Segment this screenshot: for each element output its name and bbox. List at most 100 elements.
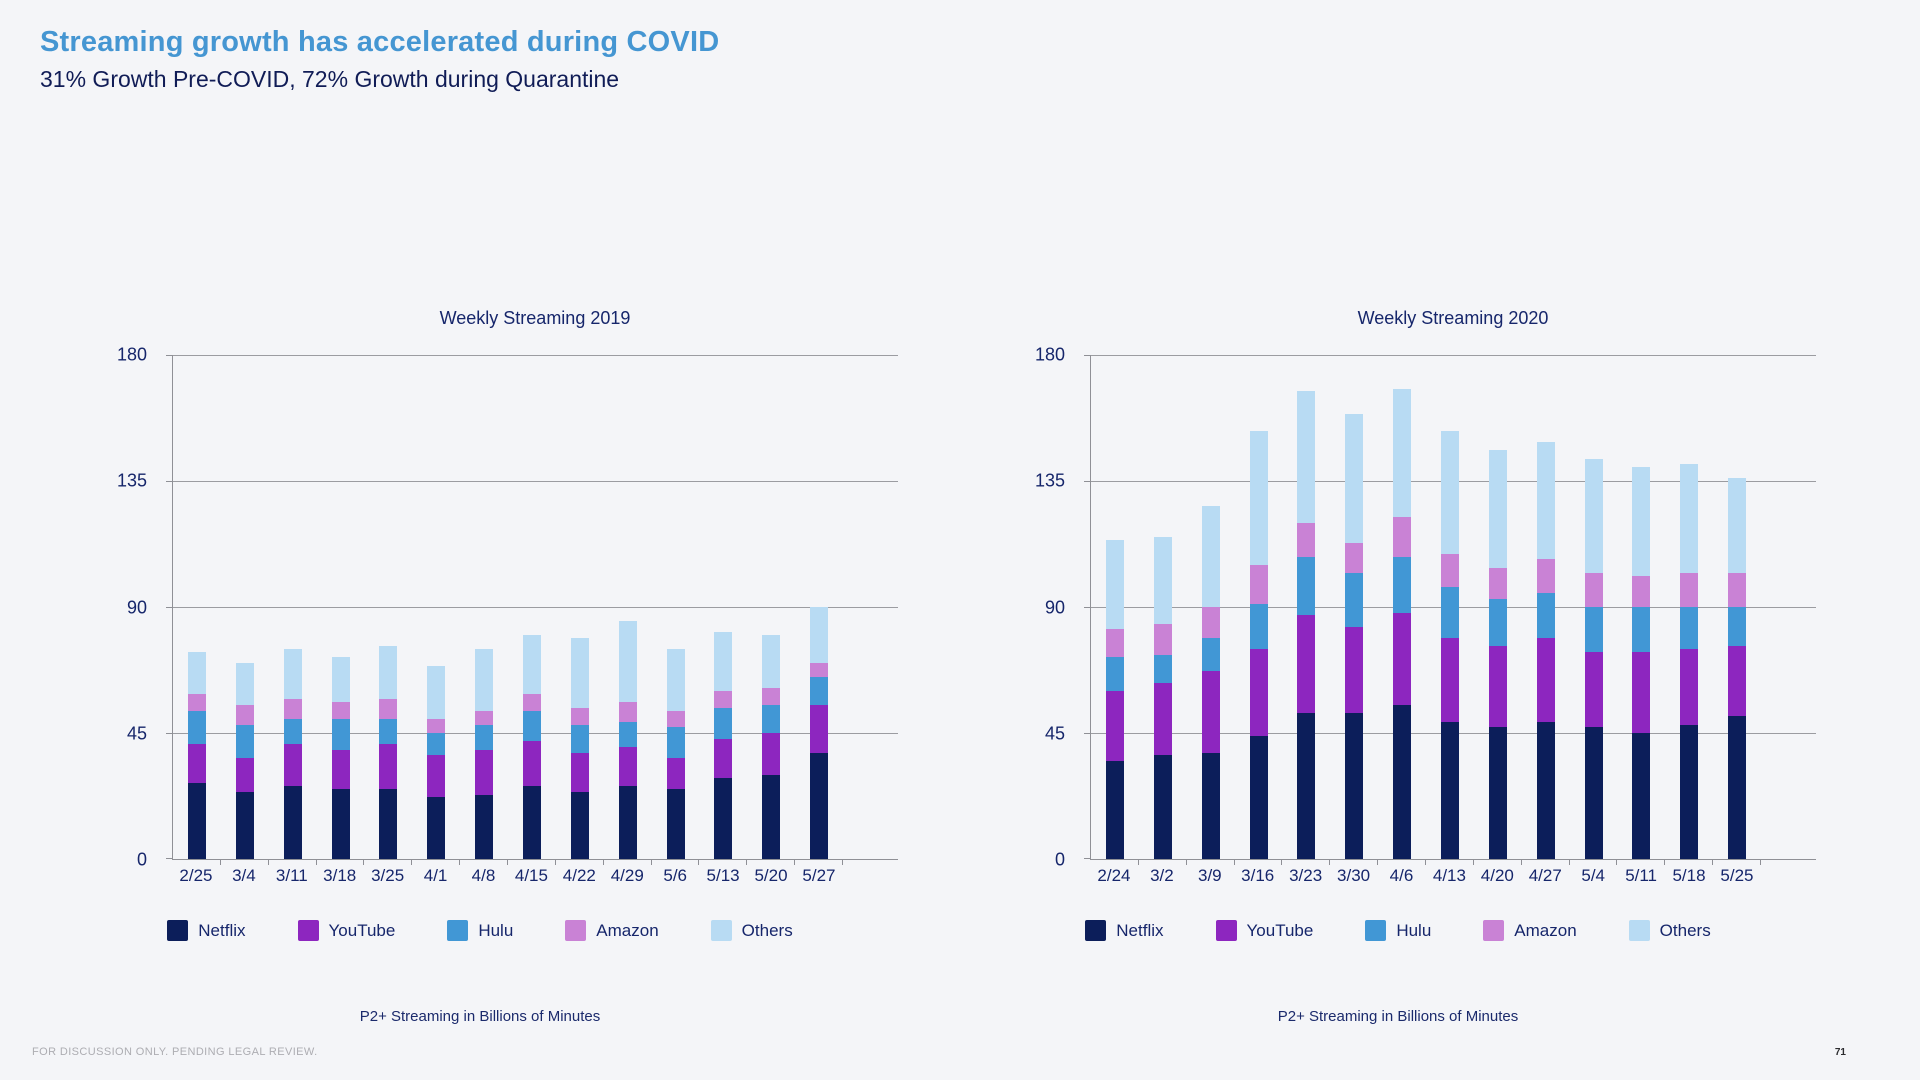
x-axis-tick-label: 3/25: [371, 866, 405, 885]
bar-segment-netflix: [1297, 713, 1316, 859]
stacked-bar-4/15: [522, 355, 541, 859]
bar-segment-amazon: [1728, 573, 1747, 608]
legend-swatch-hulu: [1365, 920, 1387, 941]
bar-segment-others: [618, 621, 637, 703]
bar-slot-4/13: [1426, 355, 1474, 859]
y-axis-tick-label: 180: [116, 344, 147, 365]
legend-label: Amazon: [596, 920, 659, 940]
stacked-bar-3/18: [331, 355, 350, 859]
bar-slot-4/6: [1378, 355, 1426, 859]
chart-2020: Weekly Streaming 2020 0 45 90 135 180 2/24 3/…: [973, 300, 1823, 1070]
bar-segment-netflix: [810, 752, 829, 859]
x-axis-tick: [1665, 859, 1714, 865]
bar-segment-netflix: [331, 789, 350, 859]
bar-slot-5/4: [1570, 355, 1618, 859]
bar-segment-others: [331, 657, 350, 703]
bar-segment-others: [1105, 539, 1124, 630]
x-axis-labels: 2/25 3/4 3/11 3/18 3/25 4/1 4/8 4/15 4/22 4/29 5/6…: [172, 866, 898, 886]
bar-segment-netflix: [1728, 716, 1747, 859]
x-axis-tick: [1091, 859, 1139, 865]
x-axis-tick-label: 5/11: [1625, 866, 1658, 885]
bar-segment-hulu: [522, 710, 541, 742]
bar-segment-hulu: [1105, 657, 1124, 692]
bar-segment-amazon: [427, 719, 446, 734]
y-axis-tick: [1084, 733, 1091, 734]
bar-slot-4/27: [1522, 355, 1570, 859]
bar-segment-youtube: [187, 744, 206, 784]
bar-segment-netflix: [1536, 721, 1555, 859]
bar-segment-amazon: [666, 710, 685, 728]
x-axis-tick: [269, 859, 317, 865]
bar-segment-amazon: [1440, 553, 1459, 588]
x-axis-tick-label: 3/23: [1289, 866, 1323, 885]
x-axis-tick-label: 4/27: [1528, 866, 1562, 885]
page-subtitle: 31% Growth Pre-COVID, 72% Growth during …: [40, 66, 620, 92]
legend-label: Others: [1659, 920, 1711, 940]
legend-swatch-youtube: [1215, 920, 1237, 941]
x-axis-tick-label: 5/20: [754, 866, 788, 885]
y-axis-tick: [166, 481, 173, 482]
x-axis-tick: [173, 859, 221, 865]
bar-segment-netflix: [1440, 721, 1459, 859]
bar-segment-youtube: [1345, 626, 1364, 714]
x-axis-tick-label: 4/22: [562, 866, 596, 885]
x-axis-tick: [1187, 859, 1235, 865]
bar-segment-amazon: [1393, 517, 1412, 557]
stacked-bar-5/4: [1584, 355, 1603, 859]
stacked-bar-5/13: [714, 355, 733, 859]
stacked-bar-4/1: [427, 355, 446, 859]
bar-slot-3/9: [1187, 355, 1235, 859]
y-axis-tick-label: 0: [1054, 849, 1065, 870]
chart-2019: Weekly Streaming 2019 0 45 90 135 180 2/25 3/…: [55, 300, 905, 1070]
bar-segment-youtube: [235, 758, 254, 792]
bar-segment-youtube: [1297, 615, 1316, 714]
bar-segment-hulu: [1153, 654, 1172, 683]
bar-segment-netflix: [1488, 727, 1507, 859]
x-axis-tick: [412, 859, 461, 865]
stacked-bar-3/11: [283, 355, 302, 859]
stacked-bar-4/29: [618, 355, 637, 859]
bar-segment-hulu: [1584, 607, 1603, 652]
y-axis-tick-label: 0: [136, 849, 147, 870]
bar-segment-amazon: [1297, 523, 1316, 557]
x-axis-tick: [508, 859, 556, 865]
bar-segment-hulu: [1488, 598, 1507, 647]
stacked-bar-3/9: [1201, 355, 1220, 859]
x-axis-tick-label: 4/29: [610, 866, 644, 885]
bar-segment-others: [1728, 478, 1747, 574]
bar-slot-5/11: [1617, 355, 1665, 859]
bar-segment-netflix: [1201, 752, 1220, 859]
bar-slot-3/4: [221, 355, 269, 859]
bar-segment-netflix: [1345, 713, 1364, 859]
page-number: 71: [1834, 1047, 1846, 1058]
bar-segment-hulu: [1249, 604, 1268, 650]
legend-swatch-youtube: [297, 920, 319, 941]
x-axis-tick: [1139, 859, 1187, 865]
chart-caption: P2+ Streaming in Billions of Minutes: [1277, 1008, 1519, 1025]
x-axis-tick-label: 5/25: [1720, 866, 1754, 885]
legend-swatch-amazon: [565, 920, 587, 941]
y-axis-labels: 0 45 90 135 180: [55, 345, 159, 870]
bar-segment-hulu: [1345, 573, 1364, 627]
y-axis-tick: [166, 733, 173, 734]
bar-segment-others: [1488, 450, 1507, 568]
y-axis-tick: [1084, 858, 1091, 859]
bar-segment-youtube: [714, 738, 733, 778]
bar-segment-others: [475, 649, 494, 711]
bar-segment-others: [810, 607, 829, 664]
chart-title: Weekly Streaming 2020: [1357, 308, 1549, 328]
bar-segment-hulu: [1728, 607, 1747, 647]
bar-slot-2/25: [173, 355, 221, 859]
legend-item-netflix: Netflix: [1085, 920, 1164, 941]
x-axis-tick-label: 3/4: [232, 866, 256, 885]
chart-title: Weekly Streaming 2019: [439, 308, 631, 328]
bar-segment-youtube: [1153, 682, 1172, 756]
stacked-bar-3/30: [1345, 355, 1364, 859]
x-axis-tick-label: 5/18: [1672, 866, 1706, 885]
x-axis-tick: [1235, 859, 1283, 865]
chart-caption: P2+ Streaming in Billions of Minutes: [359, 1008, 601, 1025]
bar-segment-hulu: [283, 719, 302, 745]
bar-segment-others: [522, 635, 541, 694]
bar-segment-others: [1440, 430, 1459, 554]
bar-segment-hulu: [1632, 607, 1651, 652]
